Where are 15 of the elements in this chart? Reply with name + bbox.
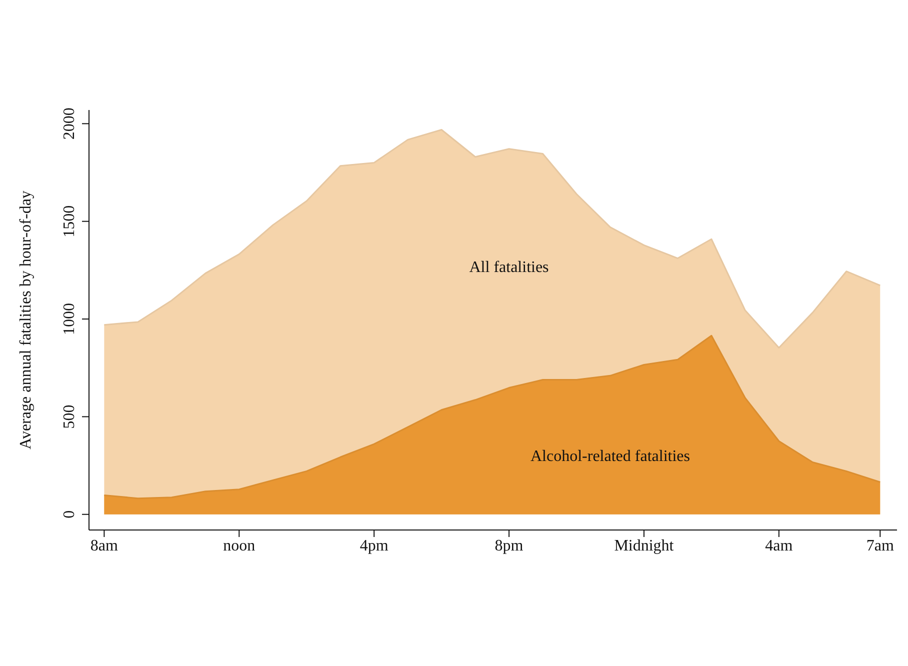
series-label: All fatalities	[469, 259, 549, 278]
y-tick-label: 1000	[61, 303, 78, 336]
x-tick-label: 8am	[90, 537, 119, 554]
y-axis-title: Average annual fatalities by hour-of-day	[18, 190, 35, 450]
y-tick-label: 500	[61, 404, 78, 429]
x-tick-label: 8pm	[494, 537, 524, 554]
x-tick-label: 4am	[765, 537, 794, 554]
x-tick-label: 4pm	[360, 537, 389, 554]
x-tick-label: noon	[223, 537, 256, 554]
x-tick-label: Midnight	[614, 537, 674, 554]
y-tick-label: 2000	[61, 108, 78, 140]
y-tick-label: 1500	[61, 205, 78, 238]
series-label: Alcohol-related fatalities	[530, 448, 690, 466]
y-tick-label: 0	[61, 510, 78, 518]
x-tick-label: 7am	[866, 537, 894, 554]
